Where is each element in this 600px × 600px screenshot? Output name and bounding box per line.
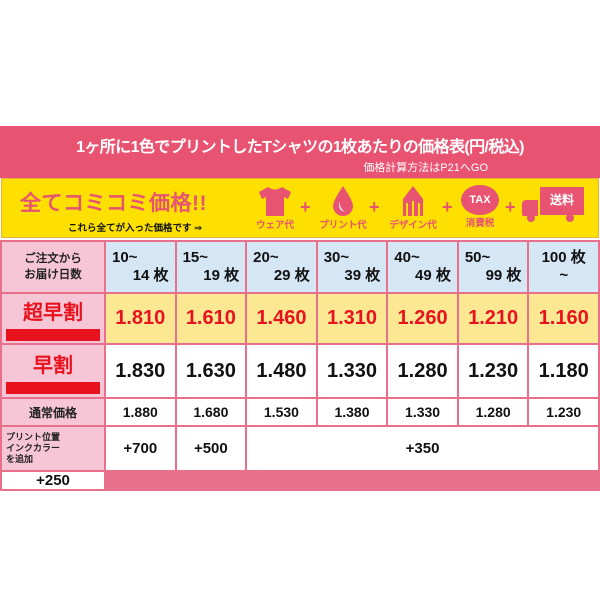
- corner-cell: ご注文から お届け日数: [2, 242, 104, 292]
- price-cell: 1.880: [106, 399, 175, 425]
- pencil-icon: [403, 186, 423, 216]
- price-cell: 1.480: [247, 345, 316, 397]
- shipping-item: 送料: [522, 187, 588, 222]
- early-label: 早割: [2, 345, 104, 397]
- super-early-label: 超早割: [2, 294, 104, 343]
- header-banner: 1ヶ所に1色でプリントしたTシャツの1枚あたりの価格表(円/税込) 価格計算方法…: [0, 126, 600, 178]
- tax-item: TAX 消費税: [458, 185, 502, 229]
- qty-cell: 100 枚 ~: [529, 242, 598, 292]
- price-cell: 1.160: [529, 294, 598, 343]
- price-cell: 1.180: [529, 345, 598, 397]
- all-inclusive-banner: 全てコミコミ価格!! これら全てが入った価格です ⇒ ウェア代 + プリント代 …: [1, 178, 599, 238]
- qty-cell: 20~ 29 枚: [247, 242, 316, 292]
- addon-cell: +700: [106, 427, 175, 470]
- price-cell: 1.380: [317, 399, 387, 425]
- price-cell: 1.230: [458, 345, 528, 397]
- addon-label: プリント位置 インクカラー を追加: [2, 427, 104, 470]
- addon-cell: +500: [176, 427, 246, 470]
- price-cell: 1.680: [176, 399, 246, 425]
- truck-icon: 送料: [522, 187, 588, 222]
- wear-label: ウェア代: [255, 220, 294, 231]
- shipping-badge: 送料: [540, 187, 584, 215]
- all-inclusive-note: これら全てが入った価格です ⇒: [68, 223, 203, 234]
- print-label: プリント代: [319, 220, 367, 231]
- qty-cell: 30~ 39 枚: [317, 242, 387, 292]
- price-cell: 1.210: [458, 294, 528, 343]
- qty-cell: 40~ 49 枚: [388, 242, 457, 292]
- tax-label: 消費税: [465, 218, 495, 229]
- tshirt-icon: [259, 187, 291, 216]
- qty-cell: 50~ 99 枚: [458, 242, 528, 292]
- qty-cell: 15~ 19 枚: [176, 242, 246, 292]
- plus-sign: +: [505, 197, 516, 217]
- addon-cell: +250: [2, 472, 104, 489]
- price-cell: 1.610: [176, 294, 246, 343]
- addon-cell: +350: [247, 427, 598, 470]
- price-cell: 1.830: [106, 345, 175, 397]
- price-cell: 1.280: [388, 345, 457, 397]
- plus-sign: +: [369, 197, 380, 217]
- price-cell: 1.330: [388, 399, 457, 425]
- price-cell: 1.280: [458, 399, 528, 425]
- price-cell: 1.530: [247, 399, 316, 425]
- page-title: 1ヶ所に1色でプリントしたTシャツの1枚あたりの価格表(円/税込): [76, 139, 524, 156]
- price-cell: 1.810: [106, 294, 175, 343]
- all-inclusive-headline: 全てコミコミ価格!!: [20, 192, 207, 215]
- wear-item: ウェア代: [252, 185, 298, 231]
- normal-label: 通常価格: [2, 399, 104, 425]
- piggy-bank-icon: TAX: [461, 185, 499, 215]
- price-cell: 1.260: [388, 294, 457, 343]
- price-table: ご注文から お届け日数 10~ 14 枚 15~ 19 枚 20~ 29 枚 30~ 39…: [0, 240, 600, 491]
- plus-sign: +: [300, 197, 311, 217]
- qty-cell: 10~ 14 枚: [106, 242, 175, 292]
- plus-sign: +: [442, 197, 453, 217]
- price-cell: 1.230: [529, 399, 598, 425]
- design-label: デザイン代: [389, 220, 437, 231]
- ink-drop-icon: [333, 186, 353, 216]
- price-cell: 1.630: [176, 345, 246, 397]
- price-cell: 1.460: [247, 294, 316, 343]
- subtitle-link[interactable]: 価格計算方法はP21へGO: [363, 162, 488, 174]
- price-cell: 1.330: [317, 345, 387, 397]
- price-cell: 1.310: [317, 294, 387, 343]
- print-item: プリント代: [316, 185, 370, 231]
- design-item: デザイン代: [384, 185, 442, 231]
